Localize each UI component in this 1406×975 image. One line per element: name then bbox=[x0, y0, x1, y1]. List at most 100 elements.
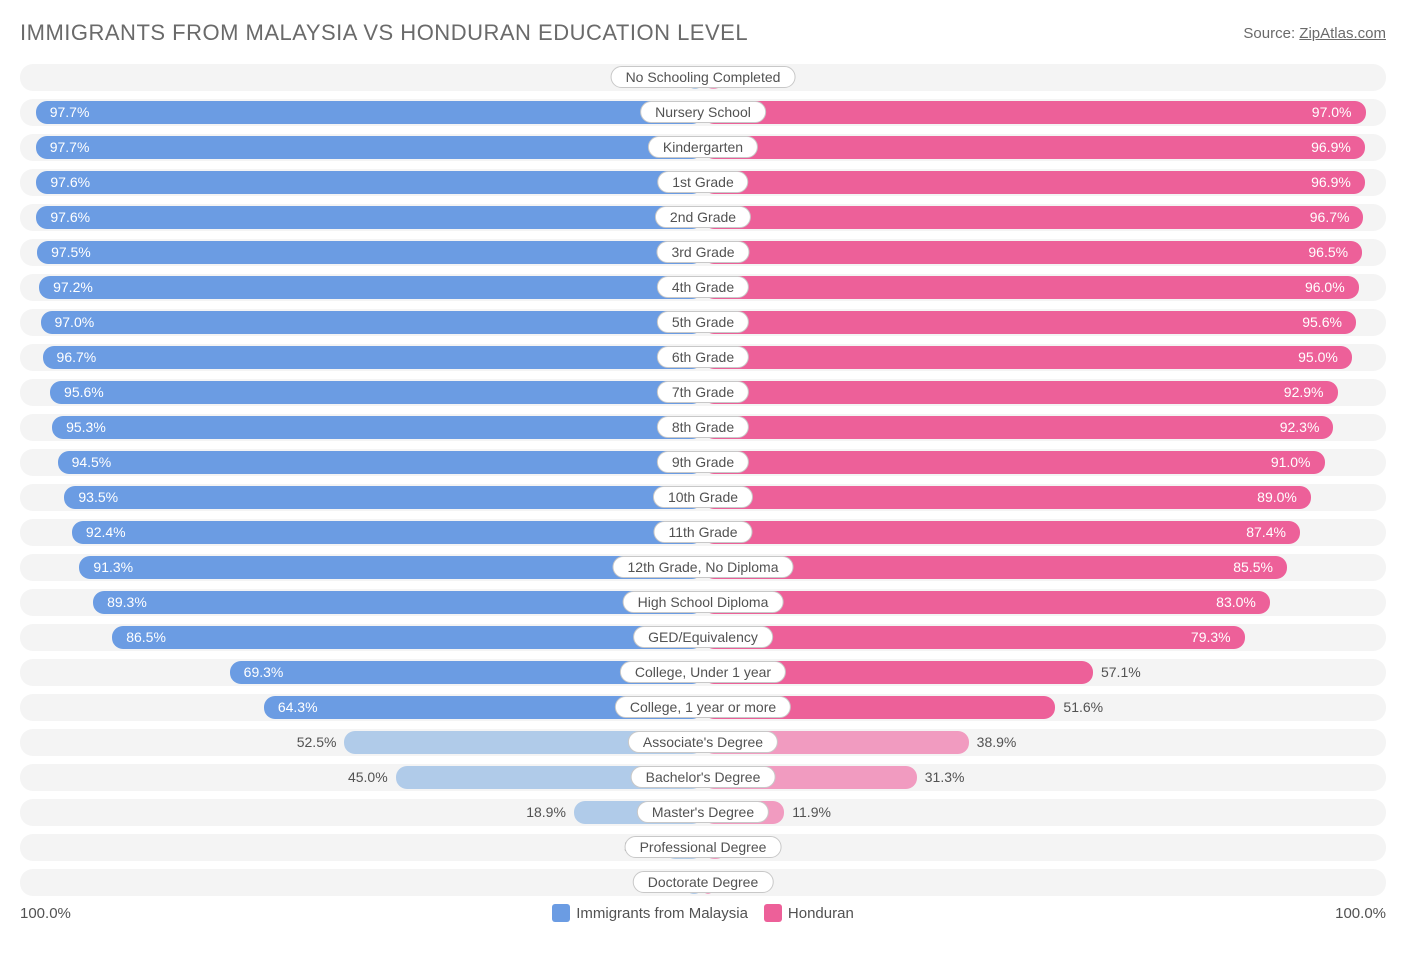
chart-row: 97.7%97.0%Nursery School bbox=[20, 99, 1386, 126]
chart-row: 86.5% 79.3%GED/Equivalency bbox=[20, 624, 1386, 651]
value-left: 97.0% bbox=[40, 309, 94, 336]
category-label: GED/Equivalency bbox=[633, 626, 773, 648]
chart-footer: 100.0% Immigrants from Malaysia Honduran… bbox=[20, 904, 1386, 922]
category-label: Doctorate Degree bbox=[633, 871, 774, 893]
chart-row: 89.3%83.0%High School Diploma bbox=[20, 589, 1386, 616]
value-left: 96.7% bbox=[43, 344, 97, 371]
value-left: 97.7% bbox=[36, 99, 90, 126]
chart-source: Source: ZipAtlas.com bbox=[1243, 25, 1386, 42]
bar-left bbox=[37, 241, 703, 264]
category-label: 11th Grade bbox=[653, 521, 752, 543]
value-right: 96.7% bbox=[703, 204, 1363, 231]
category-label: College, Under 1 year bbox=[620, 661, 786, 683]
bar-left bbox=[43, 346, 703, 369]
legend-item-left: Immigrants from Malaysia bbox=[552, 904, 748, 922]
value-left: 97.6% bbox=[36, 169, 90, 196]
value-right: 95.6% bbox=[703, 309, 1356, 336]
value-left: 86.5% bbox=[112, 624, 166, 651]
chart-row: 5.7%3.5%Professional Degree bbox=[20, 834, 1386, 861]
diverging-bar-chart: 2.3%3.1%No Schooling Completed97.7%97.0%… bbox=[20, 64, 1386, 896]
value-right: 79.3% bbox=[703, 624, 1245, 651]
bar-left bbox=[93, 591, 703, 614]
category-label: 12th Grade, No Diploma bbox=[613, 556, 794, 578]
axis-left-max: 100.0% bbox=[20, 905, 71, 922]
value-left: 93.5% bbox=[64, 484, 118, 511]
chart-row: 91.3%85.5%12th Grade, No Diploma bbox=[20, 554, 1386, 581]
chart-row: 97.6%96.7%2nd Grade bbox=[20, 204, 1386, 231]
chart-row: 94.5%91.0%9th Grade bbox=[20, 449, 1386, 476]
chart-row: 97.7%96.9%Kindergarten bbox=[20, 134, 1386, 161]
bar-left bbox=[112, 626, 703, 649]
chart-row: 97.0% 95.6%5th Grade bbox=[20, 309, 1386, 336]
source-prefix: Source: bbox=[1243, 25, 1299, 42]
chart-row: 96.7% 95.0%6th Grade bbox=[20, 344, 1386, 371]
value-right: 96.5% bbox=[703, 239, 1362, 266]
value-left: 18.9% bbox=[526, 799, 574, 826]
chart-row: 52.5%38.9%Associate's Degree bbox=[20, 729, 1386, 756]
category-label: 3rd Grade bbox=[656, 241, 749, 263]
value-right: 89.0% bbox=[703, 484, 1311, 511]
bar-left bbox=[36, 136, 703, 159]
legend-label-left: Immigrants from Malaysia bbox=[576, 905, 748, 922]
bar-left bbox=[36, 171, 703, 194]
bar-left bbox=[72, 521, 703, 544]
value-right: 31.3% bbox=[917, 764, 965, 791]
value-right: 95.0% bbox=[703, 344, 1352, 371]
chart-row: 95.3% 92.3%8th Grade bbox=[20, 414, 1386, 441]
chart-row: 45.0% 31.3% Bachelor's Degree bbox=[20, 764, 1386, 791]
bar-left bbox=[41, 311, 704, 334]
value-right: 51.6% bbox=[1055, 694, 1103, 721]
axis-right-max: 100.0% bbox=[1335, 905, 1386, 922]
chart-row: 69.3%57.1%College, Under 1 year bbox=[20, 659, 1386, 686]
value-left: 95.3% bbox=[52, 414, 106, 441]
category-label: 9th Grade bbox=[657, 451, 749, 473]
value-right: 92.3% bbox=[703, 414, 1333, 441]
value-left: 92.4% bbox=[72, 519, 126, 546]
chart-row: 64.3% 51.6% College, 1 year or more bbox=[20, 694, 1386, 721]
chart-header: IMMIGRANTS FROM MALAYSIA VS HONDURAN EDU… bbox=[20, 20, 1386, 46]
chart-row: 97.5% 96.5%3rd Grade bbox=[20, 239, 1386, 266]
chart-title: IMMIGRANTS FROM MALAYSIA VS HONDURAN EDU… bbox=[20, 20, 748, 46]
legend-swatch-left bbox=[552, 904, 570, 922]
bar-left bbox=[52, 416, 703, 439]
bar-left bbox=[36, 206, 703, 229]
value-right: 87.4% bbox=[703, 519, 1300, 546]
value-left: 97.6% bbox=[36, 204, 90, 231]
value-left: 45.0% bbox=[348, 764, 396, 791]
value-right: 11.9% bbox=[784, 799, 831, 826]
category-label: No Schooling Completed bbox=[611, 66, 796, 88]
category-label: College, 1 year or more bbox=[615, 696, 791, 718]
category-label: 1st Grade bbox=[657, 171, 748, 193]
category-label: Associate's Degree bbox=[628, 731, 778, 753]
bar-left bbox=[79, 556, 703, 579]
category-label: Kindergarten bbox=[648, 136, 758, 158]
category-label: Professional Degree bbox=[625, 836, 782, 858]
category-label: 10th Grade bbox=[653, 486, 753, 508]
chart-row: 97.6% 96.9%1st Grade bbox=[20, 169, 1386, 196]
chart-row: 2.6%1.4%Doctorate Degree bbox=[20, 869, 1386, 896]
value-left: 89.3% bbox=[93, 589, 147, 616]
value-left: 97.5% bbox=[37, 239, 91, 266]
value-left: 95.6% bbox=[50, 379, 104, 406]
category-label: 5th Grade bbox=[657, 311, 749, 333]
value-left: 52.5% bbox=[297, 729, 345, 756]
value-right: 97.0% bbox=[703, 99, 1366, 126]
category-label: 8th Grade bbox=[657, 416, 749, 438]
value-right: 92.9% bbox=[703, 379, 1338, 406]
chart-row: 97.2%96.0%4th Grade bbox=[20, 274, 1386, 301]
category-label: Bachelor's Degree bbox=[631, 766, 776, 788]
source-link[interactable]: ZipAtlas.com bbox=[1299, 25, 1386, 42]
legend: Immigrants from Malaysia Honduran bbox=[552, 904, 854, 922]
value-right: 96.9% bbox=[703, 169, 1365, 196]
value-right: 57.1% bbox=[1093, 659, 1141, 686]
legend-swatch-right bbox=[764, 904, 782, 922]
category-label: 6th Grade bbox=[657, 346, 749, 368]
legend-item-right: Honduran bbox=[764, 904, 854, 922]
bar-left bbox=[50, 381, 703, 404]
chart-row: 92.4% 87.4%11th Grade bbox=[20, 519, 1386, 546]
value-right: 96.0% bbox=[703, 274, 1359, 301]
value-right: 96.9% bbox=[703, 134, 1365, 161]
value-left: 64.3% bbox=[264, 694, 318, 721]
category-label: 4th Grade bbox=[657, 276, 749, 298]
chart-row: 93.5% 89.0%10th Grade bbox=[20, 484, 1386, 511]
